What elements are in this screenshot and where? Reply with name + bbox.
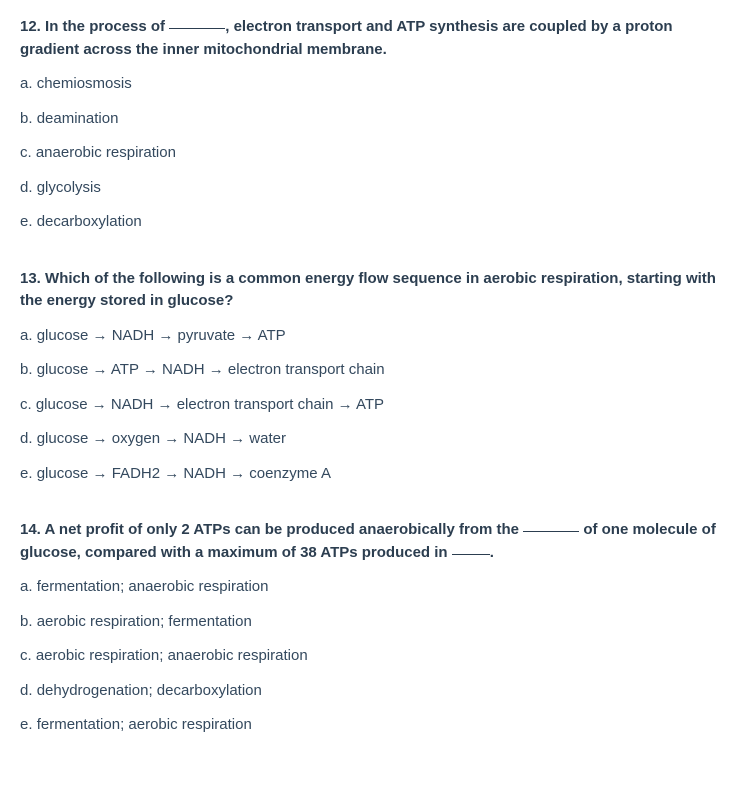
option-text: anaerobic respiration (36, 144, 176, 161)
option-letter: a. (20, 75, 37, 92)
option-row[interactable]: c. anaerobic respiration (20, 136, 731, 171)
option-letter: d. (20, 430, 37, 447)
option-row[interactable]: b. deamination (20, 102, 731, 137)
question-stem: 13. Which of the following is a common e… (20, 268, 731, 313)
question-block: 13. Which of the following is a common e… (20, 268, 731, 492)
option-text: fermentation; anaerobic respiration (37, 578, 269, 595)
option-text: glucose → ATP → NADH → electron transpor… (37, 361, 385, 378)
option-letter: b. (20, 110, 37, 127)
option-text: dehydrogenation; decarboxylation (37, 682, 262, 699)
option-letter: a. (20, 327, 37, 344)
option-text: glucose → FADH2 → NADH → coenzyme A (37, 465, 331, 482)
option-text: glucose → NADH → electron transport chai… (36, 396, 384, 413)
stem-text: In the process of (45, 18, 169, 35)
options-list: a. fermentation; anaerobic respirationb.… (20, 570, 731, 743)
option-text: aerobic respiration; fermentation (37, 613, 252, 630)
option-letter: b. (20, 613, 37, 630)
option-row[interactable]: a. chemiosmosis (20, 67, 731, 102)
option-letter: e. (20, 716, 37, 733)
question-block: 14. A net profit of only 2 ATPs can be p… (20, 519, 731, 743)
question-number: 12. (20, 18, 45, 35)
option-row[interactable]: e. fermentation; aerobic respiration (20, 708, 731, 743)
option-letter: c. (20, 144, 36, 161)
option-row[interactable]: e. decarboxylation (20, 205, 731, 240)
stem-text: . (490, 544, 494, 561)
option-row[interactable]: d. glucose → oxygen → NADH → water (20, 422, 731, 457)
option-text: fermentation; aerobic respiration (37, 716, 252, 733)
option-letter: c. (20, 647, 36, 664)
option-row[interactable]: c. glucose → NADH → electron transport c… (20, 388, 731, 423)
question-stem: 12. In the process of , electron transpo… (20, 16, 731, 61)
option-text: deamination (37, 110, 119, 127)
option-text: glucose → oxygen → NADH → water (37, 430, 286, 447)
option-letter: a. (20, 578, 37, 595)
option-text: aerobic respiration; anaerobic respirati… (36, 647, 308, 664)
option-text: glycolysis (37, 179, 101, 196)
question-stem: 14. A net profit of only 2 ATPs can be p… (20, 519, 731, 564)
option-row[interactable]: d. dehydrogenation; decarboxylation (20, 674, 731, 709)
stem-text: Which of the following is a common energ… (20, 270, 716, 310)
option-row[interactable]: c. aerobic respiration; anaerobic respir… (20, 639, 731, 674)
options-list: a. chemiosmosisb. deaminationc. anaerobi… (20, 67, 731, 240)
option-text: glucose → NADH → pyruvate → ATP (37, 327, 286, 344)
option-row[interactable]: a. glucose → NADH → pyruvate → ATP (20, 319, 731, 354)
fill-blank (169, 14, 225, 29)
option-row[interactable]: e. glucose → FADH2 → NADH → coenzyme A (20, 457, 731, 492)
fill-blank (523, 517, 579, 532)
option-letter: b. (20, 361, 37, 378)
question-number: 14. (20, 521, 44, 538)
option-letter: e. (20, 465, 37, 482)
options-list: a. glucose → NADH → pyruvate → ATPb. glu… (20, 319, 731, 492)
option-letter: c. (20, 396, 36, 413)
option-letter: d. (20, 179, 37, 196)
option-row[interactable]: d. glycolysis (20, 171, 731, 206)
question-number: 13. (20, 270, 45, 287)
option-letter: d. (20, 682, 37, 699)
option-row[interactable]: b. aerobic respiration; fermentation (20, 605, 731, 640)
option-letter: e. (20, 213, 37, 230)
stem-text: A net profit of only 2 ATPs can be produ… (44, 521, 523, 538)
fill-blank (452, 540, 490, 555)
option-row[interactable]: b. glucose → ATP → NADH → electron trans… (20, 353, 731, 388)
question-block: 12. In the process of , electron transpo… (20, 16, 731, 240)
option-text: chemiosmosis (37, 75, 132, 92)
option-row[interactable]: a. fermentation; anaerobic respiration (20, 570, 731, 605)
option-text: decarboxylation (37, 213, 142, 230)
